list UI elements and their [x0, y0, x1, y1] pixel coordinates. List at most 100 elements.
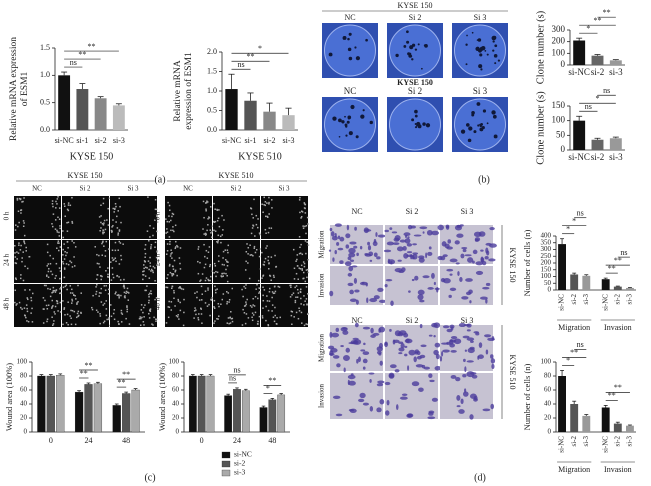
significance-label: **: [570, 348, 578, 357]
micrograph: [387, 23, 443, 78]
y-axis-label: Clone number (s): [535, 10, 546, 84]
stained-cell: [462, 248, 467, 253]
cell: [302, 271, 305, 274]
cell: [165, 232, 167, 234]
stained-cell: [482, 408, 491, 412]
cell: [49, 254, 51, 257]
cell: [62, 323, 64, 326]
stained-cell: [435, 353, 440, 360]
cell: [223, 264, 225, 266]
cell: [32, 292, 34, 295]
cell: [71, 300, 74, 302]
stained-cell: [406, 251, 413, 254]
cell: [150, 270, 152, 272]
cell: [55, 262, 58, 265]
cell: [51, 273, 54, 276]
stained-cell: [363, 342, 366, 346]
cell: [300, 311, 303, 314]
cell: [266, 300, 269, 302]
micrograph: [440, 371, 495, 420]
stained-cell: [418, 257, 425, 263]
stained-cell: [329, 331, 333, 338]
cell: [49, 262, 52, 265]
cell: [268, 196, 270, 199]
cell: [22, 279, 25, 282]
stained-cell: [355, 299, 359, 305]
cell: [16, 197, 19, 200]
cell: [118, 197, 121, 200]
bar: [37, 375, 46, 433]
colony: [369, 120, 373, 125]
cell: [71, 288, 73, 291]
cell: [51, 223, 53, 225]
cell: [46, 265, 49, 267]
cell: [45, 304, 48, 307]
y-tick-label: 100: [541, 358, 552, 366]
cell: [64, 314, 66, 316]
cell: [144, 304, 146, 306]
stained-cell: [339, 236, 345, 242]
cell: [217, 234, 220, 237]
cell: [116, 294, 119, 296]
cell: [173, 290, 175, 292]
cell: [127, 299, 130, 301]
cell: [141, 316, 143, 319]
cell: [302, 225, 304, 227]
cell: [57, 216, 59, 219]
cell: [207, 218, 209, 220]
cell: [143, 324, 145, 326]
cell: [152, 227, 155, 230]
cell: [257, 320, 259, 323]
cell: [219, 235, 222, 238]
stained-cell: [458, 323, 466, 328]
cell: [204, 255, 206, 258]
stained-cell: [376, 350, 382, 355]
cell: [214, 285, 216, 288]
stained-cell: [428, 410, 435, 414]
cell: [254, 235, 256, 237]
cell: [14, 256, 17, 258]
micrograph: [165, 284, 214, 327]
cell: [24, 289, 26, 291]
cell: [64, 215, 66, 218]
cell: [262, 211, 264, 214]
cell: [269, 275, 272, 277]
cell: [173, 297, 175, 300]
cell: [247, 317, 250, 319]
y-tick-label: 60: [172, 386, 180, 394]
cell: [213, 299, 216, 302]
cell: [56, 231, 59, 233]
stained-cell: [445, 224, 450, 229]
x-tick-label: si-3: [283, 136, 295, 145]
column-label: Si 3: [473, 86, 488, 96]
cell: [26, 320, 28, 322]
cell: [245, 284, 247, 286]
cell: [55, 200, 57, 203]
cell: [221, 263, 224, 266]
stained-cell: [404, 345, 408, 348]
stained-cell: [461, 246, 468, 250]
cell: [268, 227, 271, 229]
cell: [70, 302, 73, 304]
cell: [267, 324, 270, 327]
cell: [301, 268, 303, 270]
stained-cell: [442, 349, 450, 353]
cell: [46, 307, 49, 310]
cell: [52, 289, 55, 292]
stained-cell: [350, 373, 354, 376]
cell: [289, 284, 291, 287]
cell: [63, 307, 66, 309]
significance-label: **: [85, 361, 93, 370]
cell: [209, 263, 212, 266]
cell: [112, 312, 115, 315]
cell: [65, 284, 68, 286]
stained-cell: [378, 328, 382, 333]
cell: [195, 309, 197, 311]
cell: [205, 208, 207, 210]
cell: [15, 224, 17, 226]
cell: [62, 261, 64, 263]
cell: [290, 310, 293, 313]
cell: [193, 310, 196, 312]
cell: [49, 295, 52, 298]
cell: [211, 297, 214, 299]
